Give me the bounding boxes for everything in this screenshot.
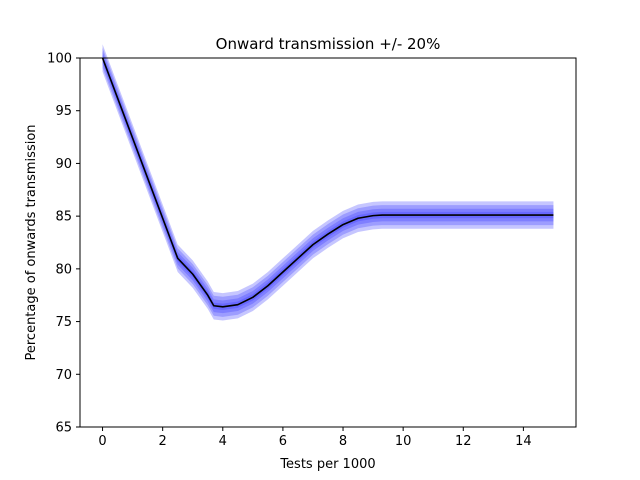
x-tick-label: 10 xyxy=(395,434,412,449)
x-tick-label: 4 xyxy=(219,434,227,449)
x-axis: 0 2 4 6 8 10 12 14 xyxy=(98,427,532,449)
chart-title: Onward transmission +/- 20% xyxy=(216,35,441,53)
x-tick-label: 12 xyxy=(455,434,472,449)
y-axis-label: Percentage of onwards transmission xyxy=(24,124,39,360)
y-tick-label: 95 xyxy=(55,104,72,119)
x-tick-label: 6 xyxy=(279,434,287,449)
series-line-1 xyxy=(101,57,554,308)
y-tick-label: 100 xyxy=(47,52,72,67)
y-tick-label: 85 xyxy=(55,210,72,225)
x-tick-label: 14 xyxy=(515,434,532,449)
y-tick-label: 90 xyxy=(55,157,72,172)
plot-frame xyxy=(79,57,577,428)
y-tick-label: 75 xyxy=(55,315,72,330)
series-lines xyxy=(101,57,554,308)
y-tick-label: 70 xyxy=(55,368,72,383)
y-tick-label: 80 xyxy=(55,262,72,277)
x-axis-label: Tests per 1000 xyxy=(279,457,375,472)
x-tick-label: 8 xyxy=(339,434,347,449)
x-tick-label: 2 xyxy=(159,434,167,449)
y-axis: 65 70 75 80 85 90 95 100 xyxy=(47,52,80,436)
y-tick-label: 65 xyxy=(55,421,72,436)
x-tick-label: 0 xyxy=(98,434,106,449)
